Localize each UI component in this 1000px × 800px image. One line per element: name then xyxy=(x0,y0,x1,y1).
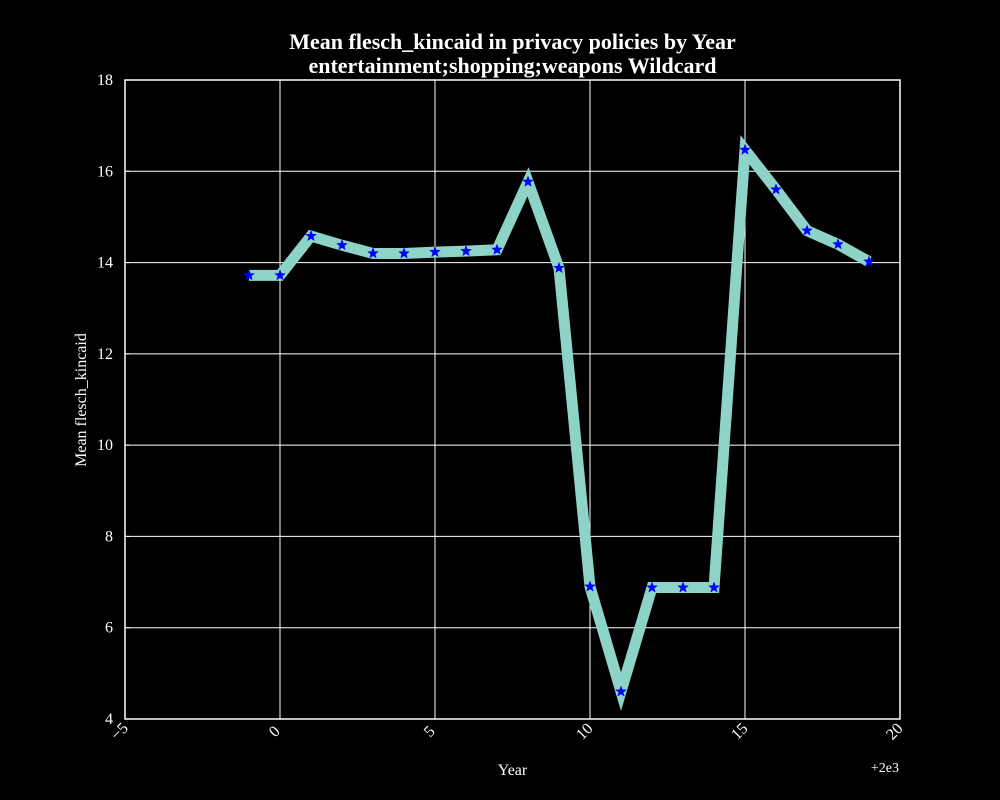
data-point-marker xyxy=(646,581,658,593)
data-point-marker xyxy=(553,261,565,274)
data-point-marker xyxy=(274,269,286,281)
y-tick-label: 8 xyxy=(105,528,113,545)
data-point-marker xyxy=(305,229,317,242)
data-point-marker xyxy=(522,175,534,187)
x-offset-label: +2e3 xyxy=(871,761,899,776)
y-tick-label: 4 xyxy=(105,711,113,728)
data-point-marker xyxy=(243,269,255,281)
data-point-marker xyxy=(398,247,410,259)
data-point-marker xyxy=(429,245,441,258)
y-tick-label: 12 xyxy=(97,346,113,363)
data-point-marker xyxy=(367,247,379,259)
data-point-marker xyxy=(677,581,689,593)
data-point-marker xyxy=(863,255,875,267)
data-point-marker xyxy=(708,581,720,593)
y-tick-label: 6 xyxy=(105,620,113,637)
data-point-marker xyxy=(460,244,472,257)
y-tick-label: 18 xyxy=(97,72,113,89)
y-tick-label: 16 xyxy=(97,163,113,180)
data-point-marker xyxy=(739,143,751,155)
data-point-marker xyxy=(832,238,844,250)
y-axis-label: Mean flesch_kincaid xyxy=(73,333,90,467)
data-point-marker xyxy=(801,224,813,236)
x-axis-label: Year xyxy=(498,762,528,779)
chart-title: Mean flesch_kincaid in privacy policies … xyxy=(289,29,736,54)
data-point-marker xyxy=(336,239,348,251)
series-layer xyxy=(243,135,875,711)
y-tick-label: 10 xyxy=(97,437,113,454)
data-point-marker xyxy=(770,183,782,195)
chart-subtitle: entertainment;shopping;weapons Wildcard xyxy=(308,53,716,78)
data-point-marker xyxy=(615,685,627,697)
plot-frame xyxy=(124,79,901,720)
data-point-marker xyxy=(584,580,596,592)
data-point-marker xyxy=(491,243,503,255)
y-tick-label: 14 xyxy=(97,255,113,272)
